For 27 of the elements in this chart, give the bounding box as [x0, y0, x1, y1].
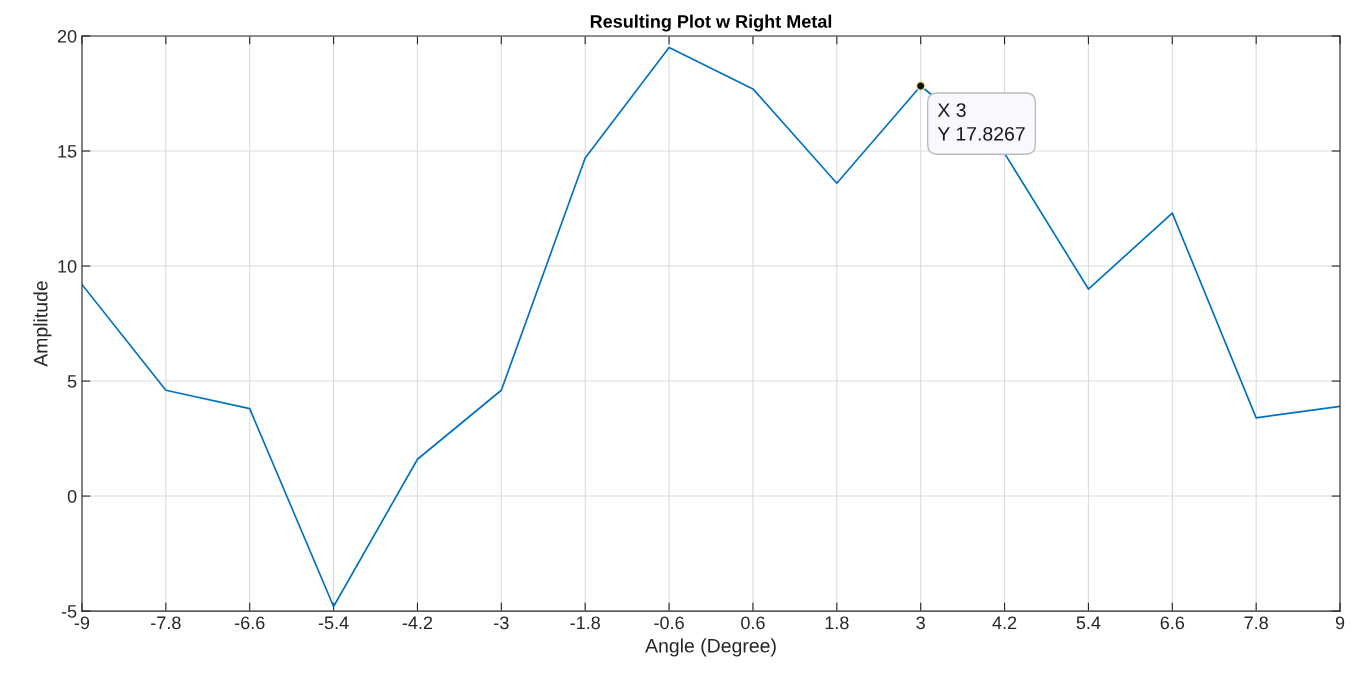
x-axis-title: Angle (Degree): [645, 638, 776, 657]
y-tick-label: 10: [58, 259, 77, 273]
x-tick-label: 3: [916, 616, 925, 630]
x-tick-label: -3: [494, 616, 509, 630]
x-tick-label: -0.6: [654, 616, 684, 630]
x-tick-label: -4.2: [402, 616, 433, 630]
x-tick-label: -5.4: [318, 616, 349, 630]
x-tick-label: -9: [74, 616, 90, 630]
x-tick-label: -6.6: [234, 616, 265, 630]
x-tick-label: 9: [1335, 616, 1345, 630]
x-tick-label: -7.8: [151, 616, 181, 630]
line-series: [81, 46, 1341, 608]
y-tick-label: 5: [67, 375, 77, 388]
y-tick-label: 20: [57, 29, 77, 43]
x-tick-label: 4.2: [992, 616, 1017, 630]
x-tick-label: 1.8: [825, 616, 849, 630]
chart-title: Resulting Plot w Right Metal: [590, 14, 832, 32]
y-axis-title: Amplitude: [33, 281, 52, 367]
x-tick-label: -1.8: [570, 616, 600, 630]
annotation: X 3 Y 17.8267: [937, 103, 1025, 141]
y-tick-label: 15: [58, 145, 77, 158]
y-tick-label: 0: [67, 490, 77, 503]
x-tick-label: 6.6: [1160, 616, 1185, 630]
y-tick-label: -5: [61, 605, 77, 618]
x-tick-label: 5.4: [1076, 616, 1101, 630]
x-tick-label: 7.8: [1244, 616, 1268, 630]
x-tick-label: 0.6: [741, 616, 765, 630]
